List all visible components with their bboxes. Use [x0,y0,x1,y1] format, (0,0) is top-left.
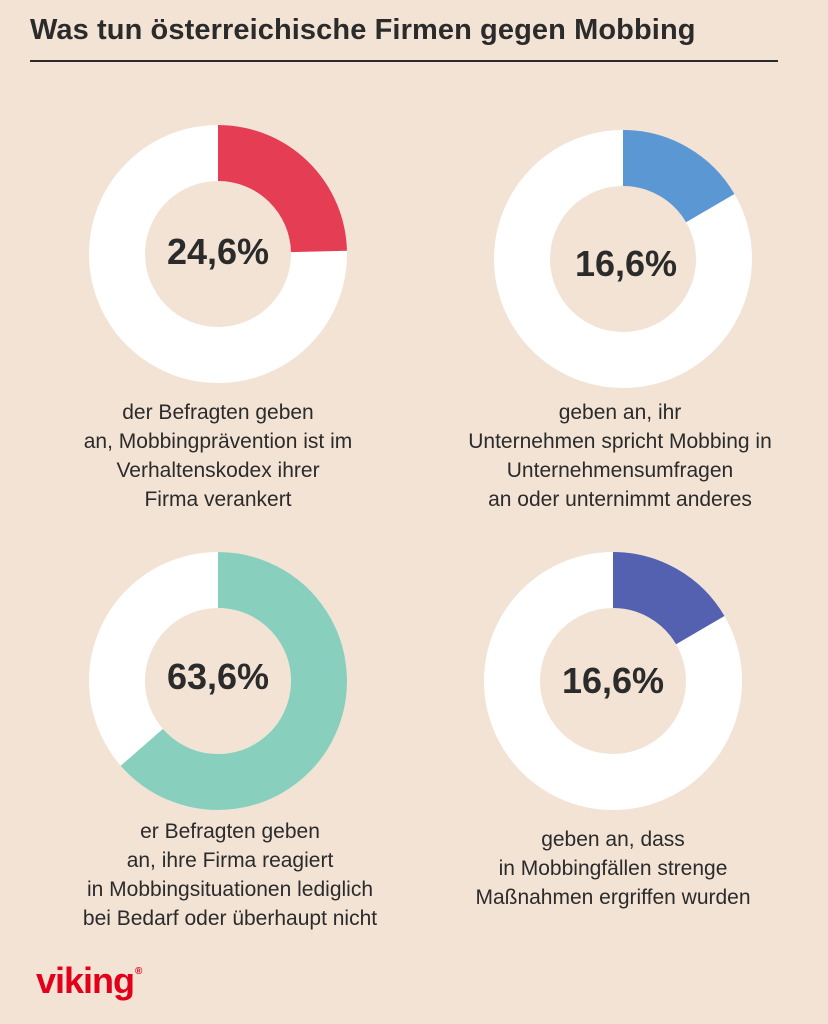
donut-1-value-label: 24,6% [166,231,270,272]
registered-mark: ® [135,966,143,977]
caption-line: Unternehmen spricht Mobbing in [468,430,772,453]
donut-2-segment [621,130,735,224]
caption-line: Verhaltenskodex ihrer [116,459,320,482]
donut-4-segment [611,552,725,646]
donut-1-segment [216,125,347,254]
caption-line: Maßnahmen ergriffen wurden [475,886,751,909]
viking-logo: viking® [36,960,142,1002]
donut-3-segment [120,552,347,810]
logo-text: viking [36,960,135,1001]
donut-chart-2 [494,130,752,388]
donut-3-value-label: 63,6% [166,656,270,697]
caption-line: an, ihre Firma reagiert [126,849,334,872]
donut-chart-4 [484,552,742,810]
donut-4-value-label: 16,6% [561,660,665,701]
caption-line: geben an, dass [541,828,685,851]
donut-chart-1 [89,125,347,383]
donut-3-caption: er Befragten geben an, ihre Firma reagie… [30,817,430,933]
caption-line: der Befragten geben [122,401,314,424]
caption-line: an oder unternimmt anderes [488,488,752,511]
caption-line: er Befragten geben [140,820,320,843]
donut-chart-3 [89,552,347,810]
caption-line: bei Bedarf oder überhaupt nicht [82,907,378,930]
caption-line: Firma verankert [144,488,292,511]
donut-4-caption: geben an, dass in Mobbingfällen strenge … [413,825,813,912]
donut-1-caption: der Befragten geben an, Mobbingpräventio… [18,398,418,514]
caption-line: geben an, ihr [558,401,682,424]
caption-line: in Mobbingsituationen lediglich [86,878,374,901]
caption-line: an, Mobbingprävention ist im [83,430,353,453]
title-underline [30,60,778,62]
caption-line: in Mobbingfällen strenge [498,857,728,880]
page-title: Was tun österreichische Firmen gegen Mob… [30,14,696,46]
donut-2-caption: geben an, ihr Unternehmen spricht Mobbin… [420,398,820,514]
caption-line: Unternehmensumfragen [506,459,734,482]
donut-2-value-label: 16,6% [574,243,678,284]
